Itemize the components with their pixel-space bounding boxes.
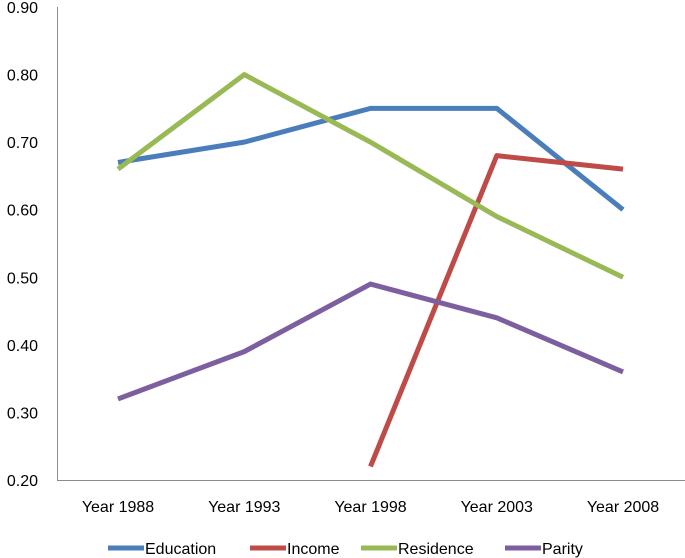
x-tick-labels: Year 1988 Year 1993 Year 1998 Year 2003 Year… <box>82 499 659 516</box>
legend-item-residence: Residence <box>361 541 474 558</box>
y-tick-labels: 0.20 0.30 0.40 0.50 0.60 0.70 0.80 0.90 <box>7 0 38 490</box>
x-tick-label: Year 1998 <box>334 499 406 516</box>
x-tick-label: Year 2003 <box>461 499 533 516</box>
series-line-education <box>117 105 625 212</box>
x-tick-label: Year 1988 <box>82 499 154 516</box>
legend-item-income: Income <box>250 541 340 558</box>
y-tick-label: 0.40 <box>7 338 38 355</box>
series-line-residence <box>116 72 625 280</box>
y-tick-label: 0.50 <box>7 270 38 287</box>
legend-label: Income <box>287 541 340 558</box>
y-tick-label: 0.90 <box>7 0 38 17</box>
legend-label: Education <box>145 541 216 558</box>
legend-item-education: Education <box>108 541 216 558</box>
y-tick-label: 0.60 <box>7 203 38 220</box>
series-line-income <box>368 153 624 468</box>
legend-label: Parity <box>542 541 583 558</box>
legend-label: Residence <box>398 541 474 558</box>
y-tick-label: 0.80 <box>7 68 38 85</box>
y-tick-label: 0.70 <box>7 135 38 152</box>
series-line-parity <box>117 281 624 402</box>
x-tick-label: Year 1993 <box>208 499 280 516</box>
series-lines <box>116 72 625 468</box>
y-tick-label: 0.30 <box>7 405 38 422</box>
legend-item-parity: Parity <box>505 541 583 558</box>
legend: Education Income Residence Parity <box>108 541 583 558</box>
y-tick-label: 0.20 <box>7 473 38 490</box>
x-tick-label: Year 2008 <box>587 499 659 516</box>
